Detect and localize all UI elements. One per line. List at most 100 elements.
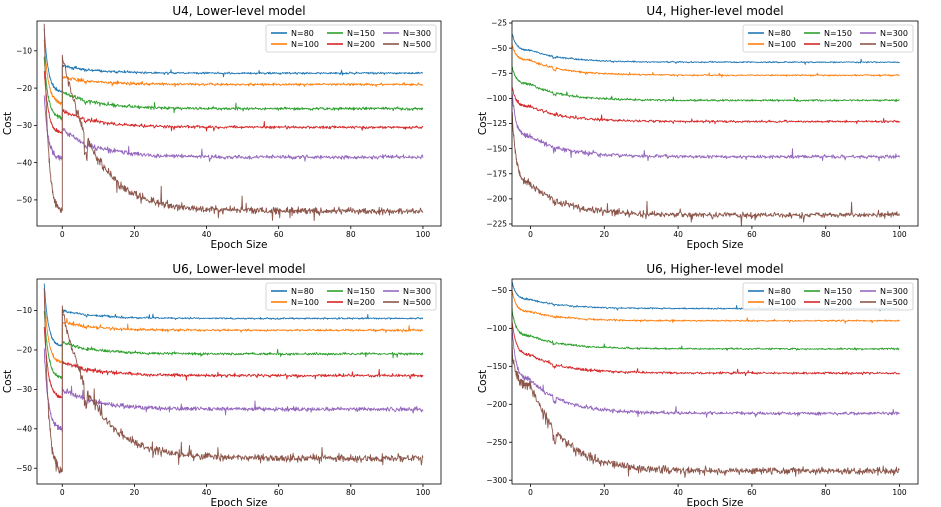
series-line-n-100 bbox=[512, 44, 900, 78]
legend-entry: N=150 bbox=[347, 29, 375, 38]
panel-u4-higher: U4, Higher-level model 0 20 40 60 80 100 −225 −2… bbox=[477, 4, 919, 251]
y-tick-label: −25 bbox=[491, 19, 507, 28]
y-axis-label: Cost bbox=[477, 370, 489, 393]
legend-entry: N=80 bbox=[291, 287, 314, 296]
legend: N=80 N=100 N=150 N=200 N=300 N=500 bbox=[742, 24, 914, 53]
x-tick-label: 40 bbox=[202, 230, 212, 239]
legend-entry: N=80 bbox=[291, 29, 314, 38]
series-line-n-200 bbox=[43, 326, 424, 399]
y-tick-label: −125 bbox=[486, 119, 507, 128]
legend-entry: N=100 bbox=[291, 298, 319, 307]
legend-entry: N=80 bbox=[768, 29, 791, 38]
legend-entry: N=100 bbox=[291, 40, 319, 49]
y-axis-label: Cost bbox=[2, 112, 14, 135]
y-tick-label: −225 bbox=[486, 220, 507, 229]
x-tick-label: 60 bbox=[274, 230, 284, 239]
x-tick-label: 40 bbox=[673, 488, 683, 497]
panel-u6-lower: U6, Lower-level model 0 20 40 60 80 100 −50 −40 −… bbox=[2, 262, 442, 507]
y-tick-label: −175 bbox=[486, 169, 507, 178]
y-tick-label: −100 bbox=[486, 324, 507, 333]
series-line-n-300 bbox=[43, 348, 424, 433]
series-line-n-150 bbox=[512, 66, 900, 103]
legend-entry: N=300 bbox=[880, 29, 908, 38]
series-line-n-500 bbox=[43, 287, 424, 474]
legend-entry: N=200 bbox=[347, 298, 375, 307]
series-line-n-200 bbox=[512, 86, 900, 125]
legend-box bbox=[265, 24, 437, 53]
legend-entry: N=80 bbox=[768, 287, 791, 296]
y-tick-label: −10 bbox=[16, 306, 32, 315]
series-group bbox=[512, 33, 900, 226]
series-line-n-100 bbox=[512, 290, 900, 324]
series-line-n-200 bbox=[512, 321, 900, 377]
legend-entry: N=150 bbox=[347, 287, 375, 296]
axes-frame bbox=[36, 278, 442, 485]
x-axis-label: Epoch Size bbox=[686, 497, 743, 507]
legend-entry: N=200 bbox=[824, 298, 852, 307]
axes-frame bbox=[36, 20, 442, 227]
legend-entry: N=500 bbox=[403, 40, 431, 49]
x-tick-label: 20 bbox=[599, 230, 609, 239]
x-tick-label: 40 bbox=[673, 230, 683, 239]
y-tick-label: −50 bbox=[491, 286, 507, 295]
y-tick-label: −50 bbox=[491, 44, 507, 53]
x-axis-label: Epoch Size bbox=[210, 497, 267, 507]
legend-entry: N=500 bbox=[880, 298, 908, 307]
y-tick-label: −200 bbox=[486, 195, 507, 204]
y-tick-label: −10 bbox=[16, 47, 32, 56]
series-line-n-150 bbox=[43, 56, 424, 121]
legend-box bbox=[742, 282, 914, 311]
x-axis-label: Epoch Size bbox=[686, 239, 743, 251]
legend-entry: N=150 bbox=[824, 287, 852, 296]
legend-entry: N=100 bbox=[768, 298, 796, 307]
x-tick-label: 0 bbox=[60, 230, 65, 239]
legend-entry: N=150 bbox=[824, 29, 852, 38]
x-tick-label: 0 bbox=[528, 230, 533, 239]
x-tick-label: 20 bbox=[130, 230, 140, 239]
series-group bbox=[43, 283, 424, 474]
legend-entry: N=300 bbox=[403, 29, 431, 38]
legend-entry: N=300 bbox=[880, 287, 908, 296]
legend-entry: N=200 bbox=[824, 40, 852, 49]
series-line-n-500 bbox=[43, 23, 424, 222]
series-line-n-100 bbox=[43, 39, 424, 106]
series-line-n-300 bbox=[512, 327, 900, 418]
axes-frame bbox=[511, 278, 919, 485]
chart-title: U4, Lower-level model bbox=[172, 4, 305, 18]
series-line-n-500 bbox=[512, 344, 900, 478]
series-line-n-150 bbox=[43, 311, 424, 379]
x-tick-label: 60 bbox=[747, 230, 757, 239]
chart-title: U6, Lower-level model bbox=[172, 262, 305, 276]
y-tick-label: −75 bbox=[491, 69, 507, 78]
series-line-n-150 bbox=[512, 307, 900, 351]
y-tick-label: −150 bbox=[486, 362, 507, 371]
legend-box bbox=[742, 24, 914, 53]
x-tick-label: 40 bbox=[202, 488, 212, 497]
series-group bbox=[43, 23, 424, 222]
series-line-n-80 bbox=[43, 28, 424, 93]
series-line-n-100 bbox=[43, 294, 424, 363]
x-tick-label: 100 bbox=[892, 230, 907, 239]
x-tick-label: 80 bbox=[821, 230, 831, 239]
y-axis-label: Cost bbox=[2, 370, 14, 393]
chart-title: U4, Higher-level model bbox=[646, 4, 783, 18]
x-tick-label: 20 bbox=[599, 488, 609, 497]
y-tick-label: −50 bbox=[16, 464, 32, 473]
x-tick-label: 60 bbox=[747, 488, 757, 497]
y-tick-label: −250 bbox=[486, 438, 507, 447]
x-tick-label: 100 bbox=[416, 230, 431, 239]
chart-title: U6, Higher-level model bbox=[646, 262, 783, 276]
legend-entry: N=100 bbox=[768, 40, 796, 49]
x-tick-label: 0 bbox=[60, 488, 65, 497]
y-tick-label: −40 bbox=[16, 158, 32, 167]
series-line-n-300 bbox=[512, 94, 900, 162]
x-tick-label: 100 bbox=[416, 488, 431, 497]
legend-entry: N=200 bbox=[347, 40, 375, 49]
legend: N=80 N=100 N=150 N=200 N=300 N=500 bbox=[265, 282, 437, 311]
x-tick-label: 80 bbox=[346, 230, 356, 239]
y-tick-label: −200 bbox=[486, 400, 507, 409]
series-group bbox=[512, 281, 900, 478]
y-tick-label: −40 bbox=[16, 425, 32, 434]
y-axis-label: Cost bbox=[477, 112, 489, 135]
